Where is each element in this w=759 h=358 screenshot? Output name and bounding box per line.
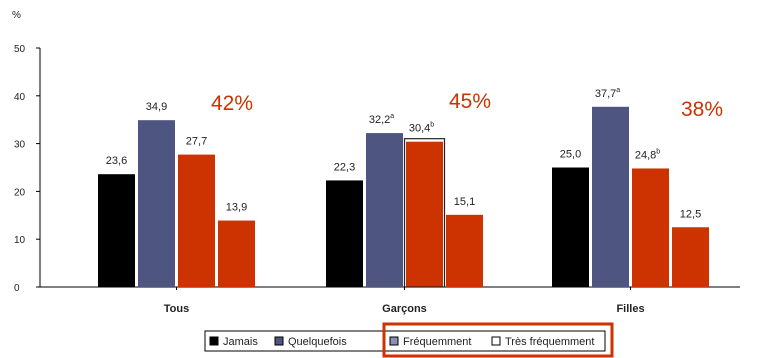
data-label: 13,9 bbox=[226, 202, 247, 214]
annotations: 42% 45% 38% bbox=[211, 90, 723, 121]
data-label-superscript: a bbox=[616, 87, 620, 94]
data-label: 25,0 bbox=[560, 149, 581, 161]
y-axis: 0 10 20 30 40 50 bbox=[14, 44, 40, 294]
percentage-annotation: 38% bbox=[681, 98, 723, 121]
legend-swatch bbox=[209, 336, 219, 346]
y-tick-label: 30 bbox=[14, 140, 26, 151]
bar bbox=[552, 167, 589, 287]
bar bbox=[592, 106, 629, 287]
data-label-superscript: b bbox=[656, 148, 660, 155]
data-label: 32,2a bbox=[369, 113, 394, 126]
percentage-annotation: 45% bbox=[449, 90, 491, 113]
data-label: 22,3 bbox=[334, 161, 355, 173]
legend-label: Fréquemment bbox=[403, 336, 471, 348]
category-label: Tous bbox=[164, 303, 189, 315]
category-label: Garçons bbox=[382, 303, 427, 315]
bar bbox=[326, 180, 363, 287]
bar-outline bbox=[403, 138, 446, 288]
percentage-annotation: 42% bbox=[211, 92, 253, 115]
y-axis-label: % bbox=[12, 10, 21, 21]
y-tick-label: 10 bbox=[14, 235, 26, 246]
data-label: 23,6 bbox=[106, 155, 127, 167]
bar bbox=[446, 214, 483, 287]
data-label: 24,8b bbox=[635, 148, 660, 161]
y-tick-label: 0 bbox=[14, 283, 20, 294]
category-label: Filles bbox=[616, 303, 644, 315]
bar bbox=[178, 154, 215, 287]
data-label: 27,7 bbox=[186, 136, 207, 148]
bar bbox=[632, 168, 669, 287]
data-label: 15,1 bbox=[454, 196, 475, 208]
legend-swatch bbox=[274, 336, 284, 346]
legend-swatch bbox=[389, 336, 399, 346]
bar bbox=[138, 120, 175, 287]
legend-label: Jamais bbox=[223, 336, 258, 348]
bar bbox=[98, 174, 135, 287]
legend-label: Quelquefois bbox=[288, 336, 347, 348]
legend-highlight-frame bbox=[382, 322, 614, 358]
legend-box bbox=[204, 330, 606, 352]
y-tick-label: 50 bbox=[14, 44, 26, 55]
bar bbox=[672, 227, 709, 287]
data-label: 30,4b bbox=[409, 122, 434, 135]
y-tick-label: 40 bbox=[14, 92, 26, 103]
x-axis: Tous Garçons Filles bbox=[164, 287, 645, 315]
data-label: 37,7a bbox=[595, 87, 620, 100]
legend-label: Très fréquemment bbox=[505, 336, 594, 348]
data-label: 12,5 bbox=[680, 208, 701, 220]
bar bbox=[366, 133, 403, 287]
legend: Jamais Quelquefois Fréquemment Très fréquem… bbox=[204, 322, 614, 358]
y-tick-label: 20 bbox=[14, 187, 26, 198]
bars: 23,6 34,9 27,7 13,9 22,3 32,2a 30,4b 15,1 25,0 37… bbox=[98, 87, 709, 288]
data-label-superscript: a bbox=[390, 113, 394, 120]
bar bbox=[218, 220, 255, 287]
legend-swatch bbox=[491, 336, 501, 346]
bar bbox=[406, 141, 443, 287]
data-label: 34,9 bbox=[146, 101, 167, 113]
data-label-superscript: b bbox=[430, 122, 434, 129]
